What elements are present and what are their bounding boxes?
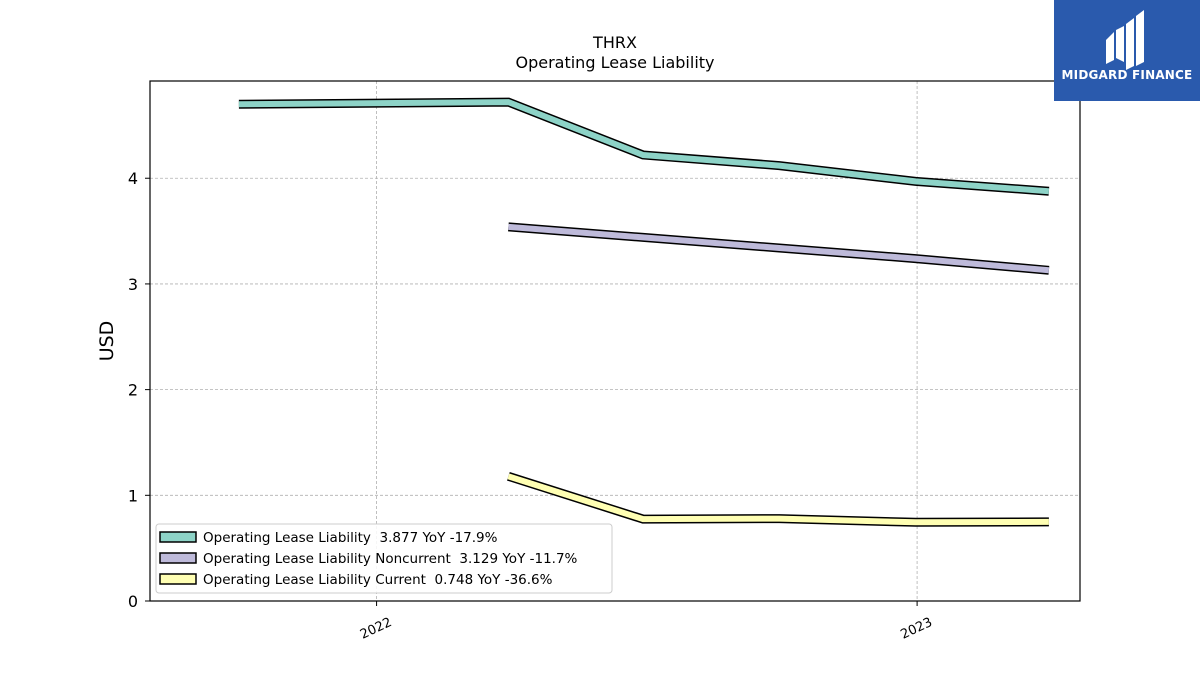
logo-text: MIDGARD FINANCE bbox=[1061, 68, 1193, 82]
legend-frame bbox=[155, 523, 613, 594]
series-line-outline bbox=[238, 97, 1050, 196]
legend-label: Operating Lease Liability Noncurrent 3.1… bbox=[203, 551, 578, 567]
legend-label: Operating Lease Liability 3.877 YoY -17.… bbox=[203, 530, 498, 546]
series-line bbox=[238, 99, 1050, 195]
y-tick-label: 2 bbox=[128, 381, 138, 400]
legend: Operating Lease Liability 3.877 YoY -17.… bbox=[155, 523, 613, 594]
y-tick-label: 1 bbox=[128, 486, 138, 505]
legend-swatch bbox=[159, 531, 197, 543]
y-tick-label: 0 bbox=[128, 592, 138, 611]
legend-swatch bbox=[159, 573, 197, 585]
plot-frame bbox=[149, 80, 1081, 602]
y-axis-label: USD bbox=[96, 321, 118, 362]
legend-swatch bbox=[159, 552, 197, 564]
y-tick-label: 3 bbox=[128, 275, 138, 294]
chart-subtitle: Operating Lease Liability bbox=[515, 53, 714, 72]
chart-title: THRX bbox=[592, 33, 637, 52]
series-line bbox=[508, 223, 1050, 274]
series-layer bbox=[238, 97, 1050, 527]
y-tick-label: 4 bbox=[128, 169, 138, 188]
brand-logo: MIDGARD FINANCE bbox=[1054, 0, 1200, 101]
series-line bbox=[507, 473, 1049, 526]
x-tick-label: 2022 bbox=[358, 615, 394, 643]
logo-mark-icon bbox=[1106, 10, 1144, 70]
legend-label: Operating Lease Liability Current 0.748 … bbox=[203, 572, 553, 588]
x-tick-label: 2023 bbox=[898, 615, 934, 643]
